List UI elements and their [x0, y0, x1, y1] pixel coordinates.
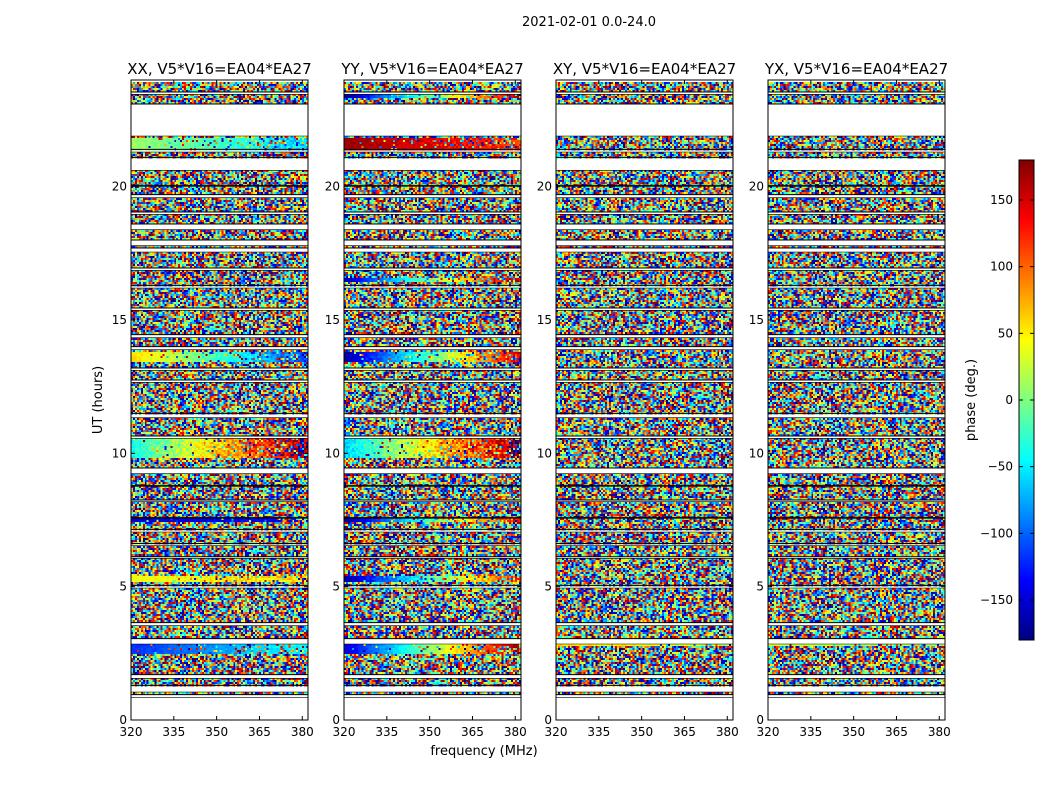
- y-tick-label: 15: [749, 313, 764, 327]
- panel-4: YX, V5*V16=EA04*EA27 320 335 350 365 380 0 5 10 1…: [749, 60, 951, 739]
- y-tick-label: 15: [112, 313, 127, 327]
- heatmap-cells: [768, 82, 945, 694]
- x-tick-label: 335: [162, 725, 185, 739]
- x-tick-label: 335: [375, 725, 398, 739]
- y-tick-label: 10: [749, 446, 764, 460]
- y-tick-label: 10: [325, 446, 340, 460]
- y-tick-label: 5: [119, 580, 127, 594]
- x-tick-label: 365: [461, 725, 484, 739]
- y-tick-label: 20: [537, 180, 552, 194]
- y-axis-label: UT (hours): [91, 366, 106, 434]
- y-tick-label: 15: [537, 313, 552, 327]
- heatmap-cells: [131, 82, 308, 694]
- y-tick-label: 20: [749, 180, 764, 194]
- heatmap-cells: [556, 82, 733, 694]
- heatmap-cells: [344, 82, 521, 694]
- panel-title: XX, V5*V16=EA04*EA27: [127, 60, 311, 78]
- y-tick-label: 0: [332, 713, 340, 727]
- y-tick-label: 0: [756, 713, 764, 727]
- x-tick-label: 350: [630, 725, 653, 739]
- x-tick-label: 320: [757, 725, 780, 739]
- x-tick-label: 380: [291, 725, 314, 739]
- y-tick-label: 10: [112, 446, 127, 460]
- panel-3: XY, V5*V16=EA04*EA27 320 335 350 365 380 0 5 10 1…: [537, 60, 739, 739]
- colorbar-tick-label: −100: [980, 526, 1013, 540]
- y-tick-label: 20: [112, 180, 127, 194]
- y-tick-label: 5: [756, 580, 764, 594]
- y-tick-label: 0: [119, 713, 127, 727]
- panel-1: XX, V5*V16=EA04*EA27 320 335 350 365 380 0 5 10 1…: [112, 60, 314, 739]
- x-axis-label: frequency (MHz): [430, 744, 537, 759]
- y-tick-label: 15: [325, 313, 340, 327]
- panels: XX, V5*V16=EA04*EA27 320 335 350 365 380 0 5 10 1…: [112, 60, 951, 739]
- panel-2: YY, V5*V16=EA04*EA27 320 335 350 365 380 0 5 10 1…: [325, 60, 527, 739]
- x-tick-label: 380: [716, 725, 739, 739]
- x-tick-label: 350: [418, 725, 441, 739]
- x-tick-label: 365: [885, 725, 908, 739]
- colorbar-tick-label: −150: [980, 593, 1013, 607]
- x-tick-label: 365: [673, 725, 696, 739]
- colorbar-tick-label: 0: [1005, 393, 1013, 407]
- colorbar-tick-label: 150: [990, 193, 1013, 207]
- colorbar-tick-label: 50: [998, 326, 1013, 340]
- y-tick-label: 5: [544, 580, 552, 594]
- colorbar-tick-label: −50: [988, 460, 1013, 474]
- colorbar-tick-label: 100: [990, 260, 1013, 274]
- x-tick-label: 335: [799, 725, 822, 739]
- x-tick-label: 380: [928, 725, 951, 739]
- colorbar: 150 100 50 0 −50 −100 −150: [980, 160, 1034, 640]
- x-tick-label: 320: [120, 725, 143, 739]
- colorbar-label: phase (deg.): [964, 359, 979, 441]
- y-tick-label: 10: [537, 446, 552, 460]
- panel-title: YX, V5*V16=EA04*EA27: [764, 60, 948, 78]
- y-tick-label: 20: [325, 180, 340, 194]
- figure-title: 2021-02-01 0.0-24.0: [522, 15, 656, 30]
- x-tick-label: 320: [333, 725, 356, 739]
- x-tick-label: 380: [504, 725, 527, 739]
- x-tick-label: 350: [842, 725, 865, 739]
- y-tick-label: 5: [332, 580, 340, 594]
- x-tick-label: 320: [545, 725, 568, 739]
- y-tick-label: 0: [544, 713, 552, 727]
- panel-title: XY, V5*V16=EA04*EA27: [553, 60, 736, 78]
- x-tick-label: 365: [248, 725, 271, 739]
- panel-title: YY, V5*V16=EA04*EA27: [340, 60, 523, 78]
- x-tick-label: 335: [587, 725, 610, 739]
- x-tick-label: 350: [205, 725, 228, 739]
